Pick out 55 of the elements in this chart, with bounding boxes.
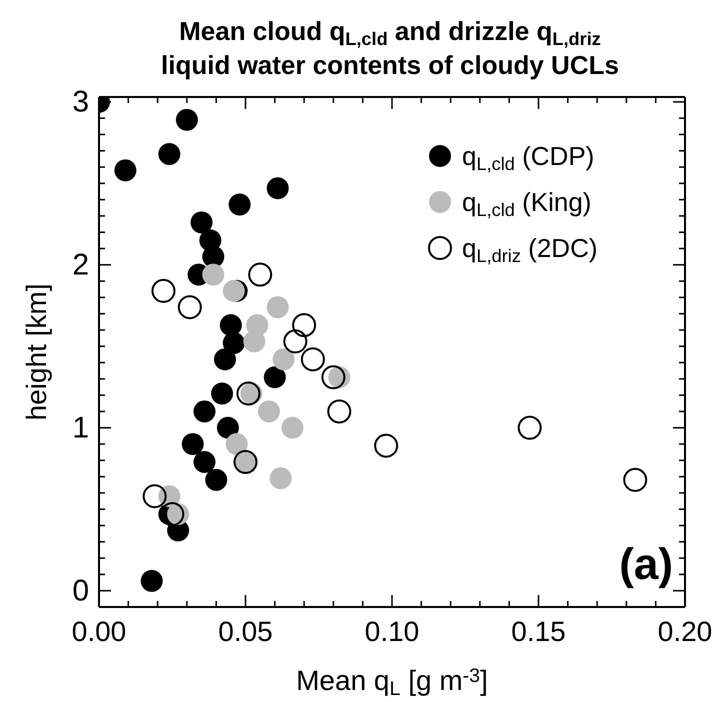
annotation: (a) [619, 540, 673, 589]
point [226, 433, 248, 456]
x-tick-label: 0.15 [511, 616, 566, 647]
x-tick-label: 0.05 [218, 616, 273, 647]
point [258, 400, 280, 422]
y-tick-label: 2 [72, 248, 89, 282]
y-axis-title: height [km] [21, 284, 52, 420]
x-tick-label: 0.10 [364, 616, 420, 647]
point [205, 468, 228, 491]
point [281, 416, 304, 439]
point [374, 434, 398, 458]
point [236, 382, 260, 406]
point [176, 108, 198, 131]
point [327, 399, 352, 424]
x-tick-label: 0.00 [72, 616, 126, 647]
legend-label: q$_{L,cld}$ (King) [462, 187, 592, 220]
point [270, 467, 292, 490]
point [214, 348, 236, 370]
point [190, 211, 213, 234]
point [300, 347, 325, 372]
x-tick-label: 0.20 [658, 616, 712, 647]
point [264, 366, 286, 388]
point [228, 194, 251, 216]
chart-title: Mean cloud q$_{L,cld}$ and drizzle q$_{L,driz}$ liquid water contents of cloudy UCLs [161, 16, 619, 80]
point [243, 330, 266, 352]
point [202, 264, 224, 286]
point [142, 484, 167, 508]
point [216, 416, 239, 439]
point [140, 570, 163, 592]
point [283, 329, 308, 354]
y-tick-label: 3 [72, 85, 89, 118]
point [222, 332, 245, 354]
point [158, 143, 180, 166]
legend-label: q$_{L,driz}$ (2DC) [462, 233, 598, 266]
point [518, 416, 542, 440]
point [182, 433, 204, 456]
point [151, 278, 176, 303]
point [193, 400, 216, 422]
point [266, 296, 289, 318]
point [292, 313, 316, 338]
legend-label: q$_{L,cld}$ (CDP) [462, 141, 594, 174]
point [272, 348, 295, 370]
y-tick-label: 0 [72, 574, 89, 608]
point [266, 177, 289, 200]
x-axis-title: Mean q$_{L}$ [g m$^{-3}$] [296, 665, 488, 700]
point [623, 468, 648, 492]
point [220, 314, 242, 336]
point [193, 451, 216, 473]
y-tick-label: 1 [72, 411, 89, 444]
point [178, 295, 202, 320]
point [321, 365, 346, 390]
point [202, 246, 224, 268]
point [248, 262, 272, 287]
point [114, 159, 136, 182]
point [211, 382, 234, 405]
